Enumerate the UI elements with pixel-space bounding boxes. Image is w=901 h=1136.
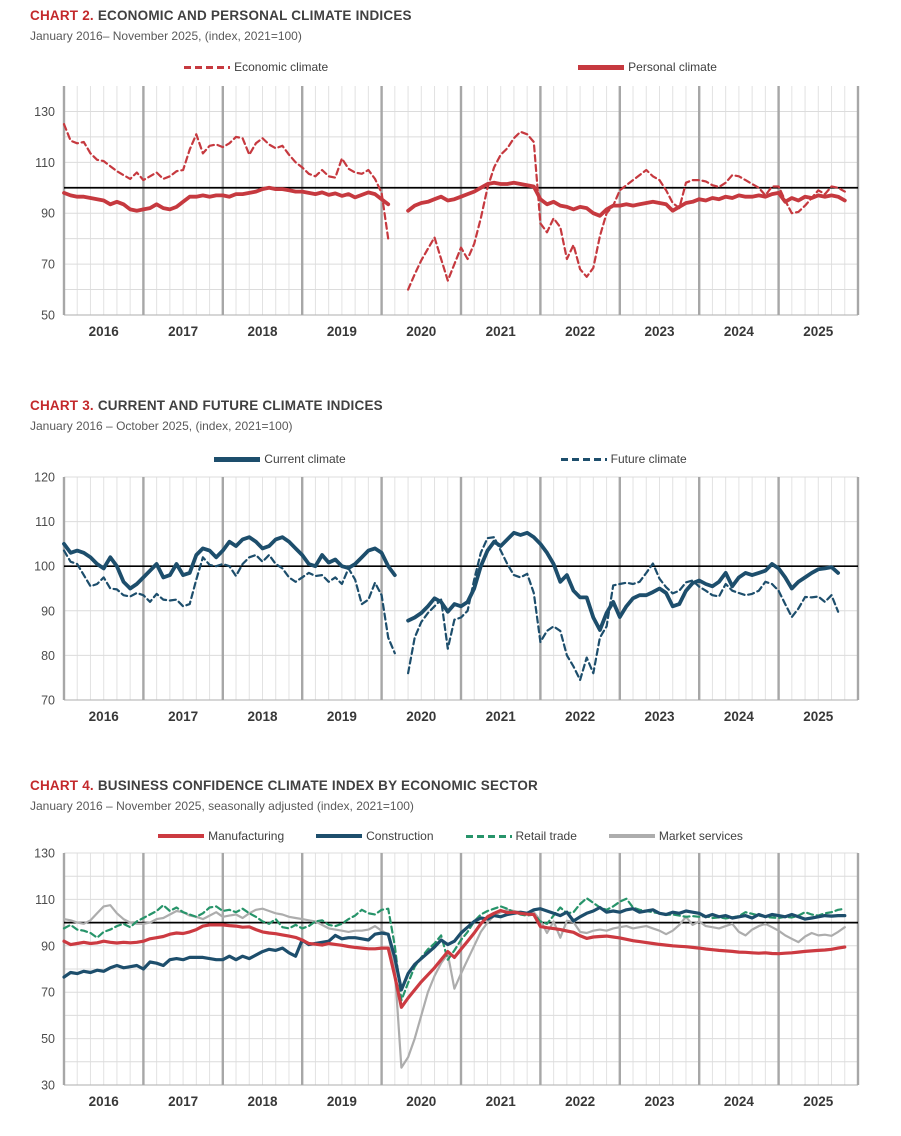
chart4-number: CHART 4. bbox=[30, 778, 94, 793]
chart4-year-2016: 2016 bbox=[89, 1094, 120, 1109]
chart4-year-2020: 2020 bbox=[406, 1094, 436, 1109]
chart2-year-2021: 2021 bbox=[486, 324, 517, 339]
chart4-year-2022: 2022 bbox=[565, 1094, 595, 1109]
chart2-ytick-50: 50 bbox=[41, 309, 55, 323]
dashed-line-marker-icon bbox=[465, 834, 512, 838]
chart3-year-2020: 2020 bbox=[406, 709, 436, 724]
chart2-year-2020: 2020 bbox=[406, 324, 436, 339]
chart2-year-2024: 2024 bbox=[724, 324, 755, 339]
chart3-year-2025: 2025 bbox=[803, 709, 834, 724]
chart4-title-text: BUSINESS CONFIDENCE CLIMATE INDEX BY ECO… bbox=[97, 778, 539, 793]
solid-line-marker-icon bbox=[316, 834, 363, 838]
chart4-legend: Manufacturing Construction Retail trade Mar… bbox=[0, 829, 901, 843]
chart3-number: CHART 3. bbox=[30, 398, 94, 413]
chart4-series-retail-trade bbox=[62, 897, 846, 1002]
chart4-series-construction bbox=[62, 905, 847, 992]
chart4-ytick-30: 30 bbox=[41, 1079, 55, 1093]
dashed-line-marker-icon bbox=[560, 457, 607, 461]
chart3-year-2022: 2022 bbox=[565, 709, 595, 724]
chart3-ytick-80: 80 bbox=[41, 649, 55, 663]
chart4-year-2024: 2024 bbox=[724, 1094, 755, 1109]
chart4-ytick-70: 70 bbox=[41, 986, 55, 1000]
chart3-title-text: CURRENT AND FUTURE CLIMATE INDICES bbox=[97, 398, 383, 413]
chart4-title: CHART 4. BUSINESS CONFIDENCE CLIMATE IND… bbox=[30, 778, 538, 793]
solid-line-marker-icon bbox=[214, 456, 261, 462]
legend-label: Economic climate bbox=[234, 60, 329, 74]
chart4-legend-item-construction: Construction bbox=[316, 829, 434, 843]
chart2-year-2016: 2016 bbox=[89, 324, 120, 339]
chart2-series-economic-climate bbox=[62, 123, 846, 291]
chart2-title: CHART 2. ECONOMIC AND PERSONAL CLIMATE I… bbox=[30, 8, 412, 23]
chart2-subtitle: January 2016– November 2025, (index, 202… bbox=[30, 29, 302, 43]
chart3-ytick-120: 120 bbox=[34, 471, 55, 485]
legend-label: Manufacturing bbox=[208, 829, 285, 843]
legend-label: Future climate bbox=[610, 452, 687, 466]
chart2-year-2025: 2025 bbox=[803, 324, 834, 339]
chart3-legend: Current climate Future climate bbox=[0, 452, 901, 466]
chart2-year-2018: 2018 bbox=[247, 324, 278, 339]
legend-label: Personal climate bbox=[628, 60, 717, 74]
chart2-legend-item-personal-climate: Personal climate bbox=[578, 60, 717, 74]
chart2-ytick-90: 90 bbox=[41, 207, 55, 221]
chart2-year-2023: 2023 bbox=[644, 324, 675, 339]
chart4-subtitle: January 2016 – November 2025, seasonally… bbox=[30, 799, 414, 813]
chart2-number: CHART 2. bbox=[30, 8, 94, 23]
chart4-legend-item-market-services: Market services bbox=[608, 829, 743, 843]
chart3-legend-item-future-climate: Future climate bbox=[560, 452, 687, 466]
chart3-year-2017: 2017 bbox=[168, 709, 198, 724]
chart2-year-2017: 2017 bbox=[168, 324, 198, 339]
chart4-ytick-90: 90 bbox=[41, 939, 55, 953]
chart2-ytick-130: 130 bbox=[34, 105, 55, 119]
chart4-legend-item-manufacturing: Manufacturing bbox=[158, 829, 284, 843]
chart3-title: CHART 3. CURRENT AND FUTURE CLIMATE INDI… bbox=[30, 398, 383, 413]
chart4-ytick-130: 130 bbox=[34, 847, 55, 861]
chart3-series-future-climate bbox=[62, 536, 840, 681]
chart4-year-2021: 2021 bbox=[486, 1094, 517, 1109]
chart3-year-2024: 2024 bbox=[724, 709, 755, 724]
legend-label: Construction bbox=[366, 829, 434, 843]
chart3-plot: 120 110 100 90 80 70 2016 2017 2018 2019 2020 2021 2… bbox=[34, 471, 860, 724]
chart3-ytick-90: 90 bbox=[41, 604, 55, 618]
chart2-ytick-110: 110 bbox=[35, 156, 55, 170]
solid-line-marker-icon bbox=[608, 834, 655, 838]
chart2-ytick-70: 70 bbox=[41, 258, 55, 272]
chart4-series-manufacturing bbox=[62, 908, 847, 1009]
chart3-year-2016: 2016 bbox=[89, 709, 120, 724]
chart3-year-2021: 2021 bbox=[486, 709, 517, 724]
chart2-title-text: ECONOMIC AND PERSONAL CLIMATE INDICES bbox=[97, 8, 412, 23]
legend-label: Retail trade bbox=[515, 829, 577, 843]
chart3-ytick-70: 70 bbox=[41, 694, 55, 708]
legend-label: Market services bbox=[658, 829, 743, 843]
chart3-ytick-100: 100 bbox=[34, 560, 55, 574]
chart3-legend-item-current-climate: Current climate bbox=[214, 452, 346, 466]
chart4-year-2018: 2018 bbox=[247, 1094, 278, 1109]
chart3-year-2023: 2023 bbox=[644, 709, 675, 724]
chart4-legend-item-retail-trade: Retail trade bbox=[465, 829, 577, 843]
solid-line-marker-icon bbox=[578, 64, 625, 70]
chart4-ytick-110: 110 bbox=[35, 893, 55, 907]
chart2-legend-item-economic-climate: Economic climate bbox=[184, 60, 328, 74]
chart2-year-2022: 2022 bbox=[565, 324, 595, 339]
chart4-plot: 130 110 90 70 50 30 2016 2017 2018 2019 2020 2021 20… bbox=[34, 847, 860, 1109]
chart3-series-current-climate bbox=[62, 530, 840, 632]
chart3-year-2018: 2018 bbox=[247, 709, 278, 724]
chart4-ytick-50: 50 bbox=[41, 1032, 55, 1046]
chart2-series-personal-climate bbox=[62, 180, 847, 218]
chart4-year-2017: 2017 bbox=[168, 1094, 198, 1109]
dashed-line-marker-icon bbox=[184, 65, 231, 69]
chart4-year-2023: 2023 bbox=[644, 1094, 675, 1109]
chart2-plot: 130 110 90 70 50 2016 2017 2018 2019 2020 2021 2022… bbox=[34, 86, 860, 339]
chart3-subtitle: January 2016 – October 2025, (index, 202… bbox=[30, 419, 293, 433]
chart4-year-2019: 2019 bbox=[327, 1094, 357, 1109]
chart4-year-2025: 2025 bbox=[803, 1094, 834, 1109]
chart3-year-2019: 2019 bbox=[327, 709, 357, 724]
chart2-legend: Economic climate Personal climate bbox=[0, 60, 901, 74]
legend-label: Current climate bbox=[264, 452, 346, 466]
chart4-series-market-services bbox=[62, 904, 846, 1069]
chart3-ytick-110: 110 bbox=[35, 515, 55, 529]
solid-line-marker-icon bbox=[158, 834, 205, 838]
chart2-year-2019: 2019 bbox=[327, 324, 357, 339]
